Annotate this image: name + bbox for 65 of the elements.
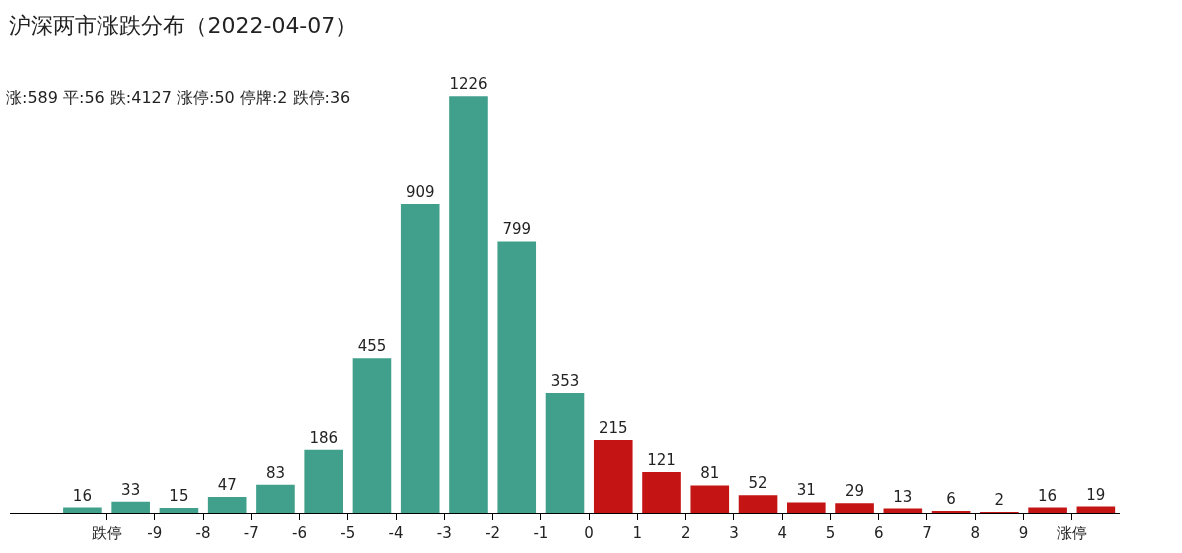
bar — [400, 204, 440, 513]
x-tick-label: 1 — [632, 524, 643, 542]
data-label: 19 — [1086, 485, 1106, 504]
x-tick-label: 5 — [825, 524, 836, 542]
x-tick-label: -1 — [533, 524, 549, 542]
data-label: 16 — [72, 486, 92, 505]
bar — [352, 358, 392, 513]
data-label: 52 — [748, 474, 768, 493]
data-label: 31 — [796, 481, 816, 500]
data-label: 121 — [647, 450, 676, 469]
bar — [304, 449, 343, 513]
data-label: 909 — [405, 183, 435, 202]
data-label: 455 — [357, 337, 387, 356]
data-label: 81 — [700, 464, 720, 483]
x-tick-label: -9 — [147, 524, 163, 542]
x-tick-label: -2 — [485, 524, 501, 542]
data-label: 186 — [309, 428, 339, 447]
bar — [449, 96, 488, 513]
x-tick-label: -6 — [292, 524, 308, 542]
bar — [1076, 506, 1116, 513]
data-label: 6 — [946, 489, 956, 508]
bar — [545, 393, 585, 513]
bar — [1028, 507, 1067, 513]
data-label: 799 — [502, 220, 532, 239]
x-tick-label: 3 — [729, 524, 739, 542]
data-label: 33 — [121, 480, 141, 499]
x-tick-label: -7 — [243, 524, 259, 542]
bar — [931, 510, 971, 513]
data-label: 353 — [550, 372, 580, 391]
chart-subtitle: 涨:589 平:56 跌:4127 涨停:50 停牌:2 跌停:36 — [6, 88, 351, 107]
data-label: 13 — [893, 487, 913, 506]
x-tick-label: 7 — [922, 524, 932, 542]
data-label: 2 — [994, 491, 1005, 509]
x-tick-label: 0 — [584, 524, 594, 542]
bar — [738, 495, 778, 513]
data-label: 83 — [265, 463, 285, 482]
bar — [787, 502, 826, 513]
x-tick-label: 8 — [970, 524, 980, 542]
data-label: 47 — [217, 476, 237, 495]
data-label: 215 — [598, 418, 628, 437]
data-label: 16 — [1038, 486, 1058, 505]
bar — [593, 439, 633, 513]
x-tick-label: -4 — [388, 524, 404, 542]
x-tick-label: -3 — [436, 524, 452, 542]
data-label: 29 — [845, 482, 865, 501]
x-tick-label: 涨停 — [1056, 524, 1087, 542]
x-tick-label: -5 — [340, 524, 356, 542]
bar — [207, 497, 247, 513]
x-tick-label: -8 — [195, 524, 211, 542]
chart-title: 沪深两市涨跌分布（2022-04-07） — [9, 12, 358, 38]
x-tick-label: 2 — [680, 524, 691, 542]
x-tick-label: 4 — [777, 524, 787, 542]
bar — [159, 507, 199, 513]
bar — [835, 503, 874, 513]
x-tick-label: 6 — [873, 524, 884, 542]
bar — [111, 501, 150, 513]
bar — [256, 484, 295, 513]
bar — [63, 507, 102, 513]
data-label: 1226 — [449, 75, 488, 94]
bar — [497, 241, 537, 513]
bar — [690, 485, 730, 513]
x-tick-label: 跌停 — [91, 524, 122, 542]
x-tick-label: 9 — [1018, 524, 1029, 542]
data-label: 15 — [169, 486, 189, 505]
bar — [642, 471, 681, 513]
